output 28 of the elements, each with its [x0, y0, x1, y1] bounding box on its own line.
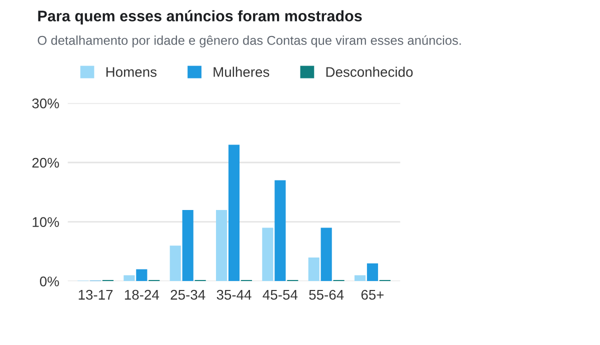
bar: [354, 275, 366, 282]
bar: [274, 180, 286, 282]
bar: [182, 210, 194, 282]
y-tick-label: 20%: [32, 158, 59, 168]
bar: [366, 263, 378, 282]
y-tick-label: 30%: [32, 98, 59, 108]
x-tick-label: 13-17: [78, 290, 113, 300]
bar: [216, 210, 228, 282]
legend-label: Desconhecido: [326, 66, 413, 77]
x-tick-label: 45-54: [262, 290, 298, 300]
x-tick-label: 25-34: [170, 290, 206, 300]
bar: [170, 246, 181, 282]
bar: [124, 275, 135, 282]
x-tick-label: 65+: [361, 290, 384, 300]
bar: [308, 257, 320, 282]
x-tick-label: 55-64: [309, 290, 344, 300]
bar: [262, 228, 274, 282]
x-tick-label: 18-24: [124, 290, 160, 300]
chart-subtitle: O detalhamento por idade e gênero das Contas que viram esses anúncios.: [38, 35, 461, 48]
y-tick-label: 0%: [40, 276, 59, 286]
bar: [320, 228, 332, 282]
legend-label: Homens: [106, 67, 157, 77]
y-tick-label: 10%: [32, 217, 59, 228]
x-tick-label: 35-44: [216, 290, 252, 300]
bar: [228, 144, 240, 282]
bar: [136, 269, 148, 282]
chart-title: Para quem esses anúncios foram mostrados: [38, 10, 362, 24]
legend-label: Mulheres: [214, 66, 270, 77]
